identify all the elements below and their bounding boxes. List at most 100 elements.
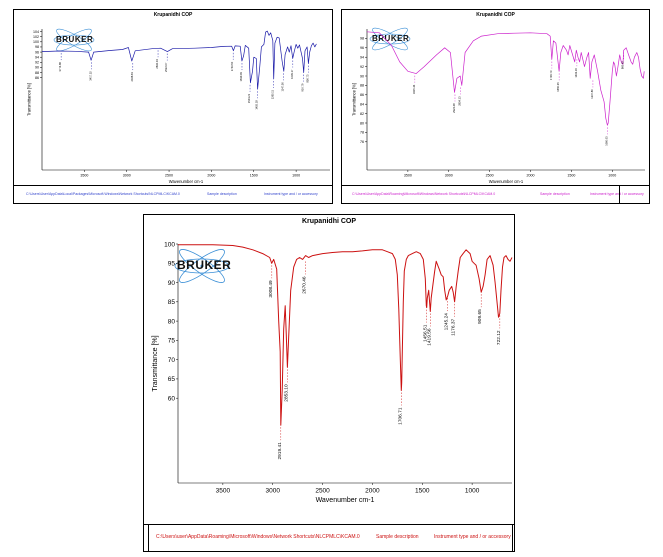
x-tick-label: 3500 (216, 488, 231, 495)
y-tick-label: 96 (35, 50, 39, 54)
x-tick-label: 1000 (465, 488, 480, 495)
y-tick-label: 92 (360, 65, 364, 69)
y-tick-label: 100 (164, 241, 175, 248)
peak-label: 2854.13 (458, 96, 462, 106)
peak-label: 1039.17 (290, 69, 294, 79)
x-tick-label: 1500 (250, 174, 258, 178)
peak-label: 1739.73 (549, 70, 553, 80)
logo-text: BRUKER (372, 34, 410, 43)
x-tick-label: 2000 (527, 174, 535, 178)
x-tick-label: 3000 (123, 174, 131, 178)
x-tick-label: 3000 (265, 488, 280, 495)
chart-title: Krupanidhi COP (476, 12, 515, 18)
x-tick-label: 2000 (365, 488, 380, 495)
peak-label: 856.73 (305, 74, 309, 82)
y-tick-label: 94 (35, 55, 39, 59)
peak-label: 860.62 (621, 61, 625, 69)
peak-label: 3774.86 (58, 62, 62, 72)
y-tick-label: 90 (35, 66, 39, 70)
spectrum-line (366, 31, 645, 126)
x-tick-label: 2500 (486, 174, 494, 178)
peak-label: 2928.81 (130, 72, 134, 82)
y-tick-label: 84 (360, 102, 364, 106)
y-tick-label: 70 (168, 357, 176, 364)
footer-sample: Sample description (540, 192, 570, 196)
peak-label: 2919.41 (277, 442, 283, 460)
y-tick-label: 104 (33, 30, 39, 34)
y-tick-label: 94 (360, 55, 364, 59)
peak-label: 910.79 (301, 83, 305, 91)
y-tick-label: 86 (35, 76, 39, 80)
peak-label: 1455.18 (255, 100, 259, 110)
peak-label: 1639.49 (239, 72, 243, 82)
peak-label: 3417.52 (88, 71, 92, 81)
peak-label: 909.65 (477, 309, 483, 324)
x-axis-label: Wavenumber cm-1 (489, 179, 524, 184)
y-tick-label: 98 (360, 37, 364, 41)
x-tick-label: 3500 (404, 174, 412, 178)
bruker-logo: BRUKER (174, 246, 236, 286)
peak-label: 1456.51 (423, 324, 429, 342)
peak-label: 3008.49 (268, 280, 274, 298)
x-tick-label: 2500 (165, 174, 173, 178)
footer-path: C:\Users\User\AppData\Local\Packages\Mic… (26, 192, 180, 196)
peak-label: 1245.24 (444, 313, 450, 331)
spectrum-plot-3: 3500 3000 2500 2000 1500 1000 100 95 90 85 80 75 70 6… (152, 241, 513, 504)
peak-label: 2670.46 (302, 276, 308, 294)
y-tick-label: 65 (168, 376, 176, 383)
y-tick-label: 75 (168, 338, 176, 345)
logo-text: BRUKER (56, 35, 94, 44)
footer-path: C:\Users\user\AppData\Roaming\Microsoft\… (156, 534, 360, 540)
spectrum-plot-2: 3500 3000 2500 2000 1500 1000 98 96 94 92 90 88 86 84… (351, 29, 645, 184)
y-tick-label: 76 (360, 140, 364, 144)
y-tick-label: 95 (168, 261, 176, 268)
x-tick-label: 1000 (292, 174, 300, 178)
peak-label: 2522.07 (164, 62, 168, 72)
footer-separator (619, 186, 620, 203)
peak-label: 1419.56 (426, 328, 432, 346)
chart-footer: C:\Users\User\AppData\Roaming\Microsoft\… (342, 185, 649, 203)
x-tick-label: 1500 (415, 488, 430, 495)
chart-footer: C:\Users\user\AppData\Roaming\Microsoft\… (144, 524, 514, 551)
peak-label: 1265.11 (271, 89, 275, 99)
chart-title: Krupanidhi COP (301, 218, 357, 225)
chart-footer: C:\Users\User\AppData\Local\Packages\Mic… (14, 185, 332, 203)
y-tick-label: 100 (33, 40, 39, 44)
y-tick-label: 98 (35, 45, 39, 49)
x-tick-label: 1000 (608, 174, 616, 178)
logo-text: BRUKER (177, 258, 232, 272)
footer-instrument: Instrument type and / or accessory (264, 192, 318, 196)
peak-label: 1706.71 (398, 407, 404, 425)
y-tick-label: 82 (360, 112, 364, 116)
spectrum-line (178, 244, 513, 426)
peak-label: 1147.56 (281, 82, 285, 92)
y-axis-label: Transmittance [%] (152, 335, 159, 391)
y-axis-label: Transmittance [%] (26, 83, 31, 116)
peak-label: 2853.10 (283, 384, 289, 402)
peak-label: 1544.21 (247, 93, 251, 103)
spectrum-panel-3: Krupanidhi COP BRUKER 3500 3000 2500 2000 15… (143, 214, 515, 552)
chart-title: Krupanidhi COP (153, 12, 193, 18)
bruker-logo: BRUKER (52, 27, 96, 53)
y-tick-label: 80 (360, 121, 364, 125)
x-tick-label: 3500 (80, 174, 88, 178)
y-tick-label: 102 (33, 35, 39, 39)
peak-label: 1433.16 (574, 68, 578, 78)
y-tick-label: 78 (360, 131, 364, 135)
footer-separator (512, 525, 513, 551)
footer-instrument: Instrument type and / or accessory (590, 192, 644, 196)
y-tick-label: 85 (168, 299, 176, 306)
footer-sample: Sample description (376, 534, 419, 540)
spectrum-panel-2: Krupanidhi COP BRUKER 3500 3000 2500 2000 15… (341, 9, 650, 204)
spectrum-panel-1: Krupanidhi COP BRUKER 3500 3000 2500 2000 15… (13, 9, 333, 204)
x-tick-label: 2000 (207, 174, 215, 178)
x-axis-label: Wavenumber cm-1 (316, 497, 375, 504)
y-tick-label: 90 (168, 280, 176, 287)
y-tick-label: 88 (35, 71, 39, 75)
y-tick-label: 86 (360, 93, 364, 97)
peak-label: 2630.04 (155, 59, 159, 69)
peak-label: 3415.44 (412, 84, 416, 94)
peak-label: 1237.89 (590, 89, 594, 99)
peak-label: 1650.35 (556, 82, 560, 92)
y-tick-label: 60 (168, 395, 176, 402)
